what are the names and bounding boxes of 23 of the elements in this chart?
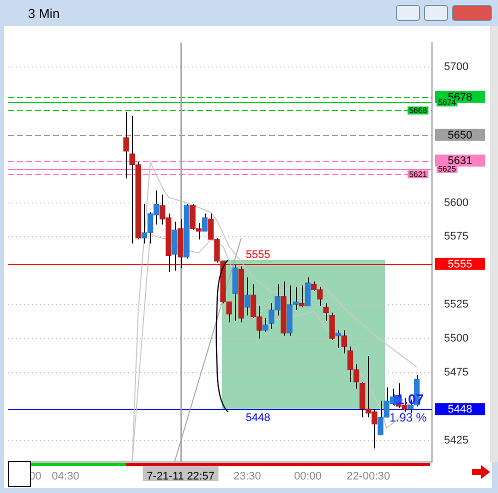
ref-line-label: 5650 <box>448 129 472 142</box>
annotation: 5555 <box>246 248 270 261</box>
x-tick-label: 00:00 <box>294 470 322 483</box>
x-tick-label: 7-21-11 22:57 <box>146 470 214 483</box>
y-tick-label: 5700 <box>444 61 468 74</box>
x-tick-label: 04:30 <box>52 470 80 483</box>
ref-line-label: 5625 <box>438 164 456 174</box>
ref-line-label: 5668 <box>409 106 428 116</box>
x-tick-label: 23:30 <box>233 470 262 483</box>
chart-title: 3 Min <box>28 6 60 21</box>
ref-line-label: 5621 <box>409 170 428 179</box>
annotation: 5448 <box>246 412 270 424</box>
ref-line-label: 5448 <box>448 404 472 416</box>
ref-line-label: 5674 <box>438 98 456 108</box>
y-tick-label: 5525 <box>444 298 468 311</box>
y-tick-label: 5475 <box>444 366 468 378</box>
y-tick-label: 5600 <box>444 196 468 209</box>
annotation: 1.93 % <box>389 410 428 424</box>
x-tick-label: 22-00:30 <box>346 470 390 483</box>
ref-line-label: 5555 <box>448 258 472 270</box>
y-tick-label: 5425 <box>444 434 468 446</box>
y-tick-label: 5500 <box>444 332 468 345</box>
y-tick-label: 5575 <box>444 230 468 243</box>
